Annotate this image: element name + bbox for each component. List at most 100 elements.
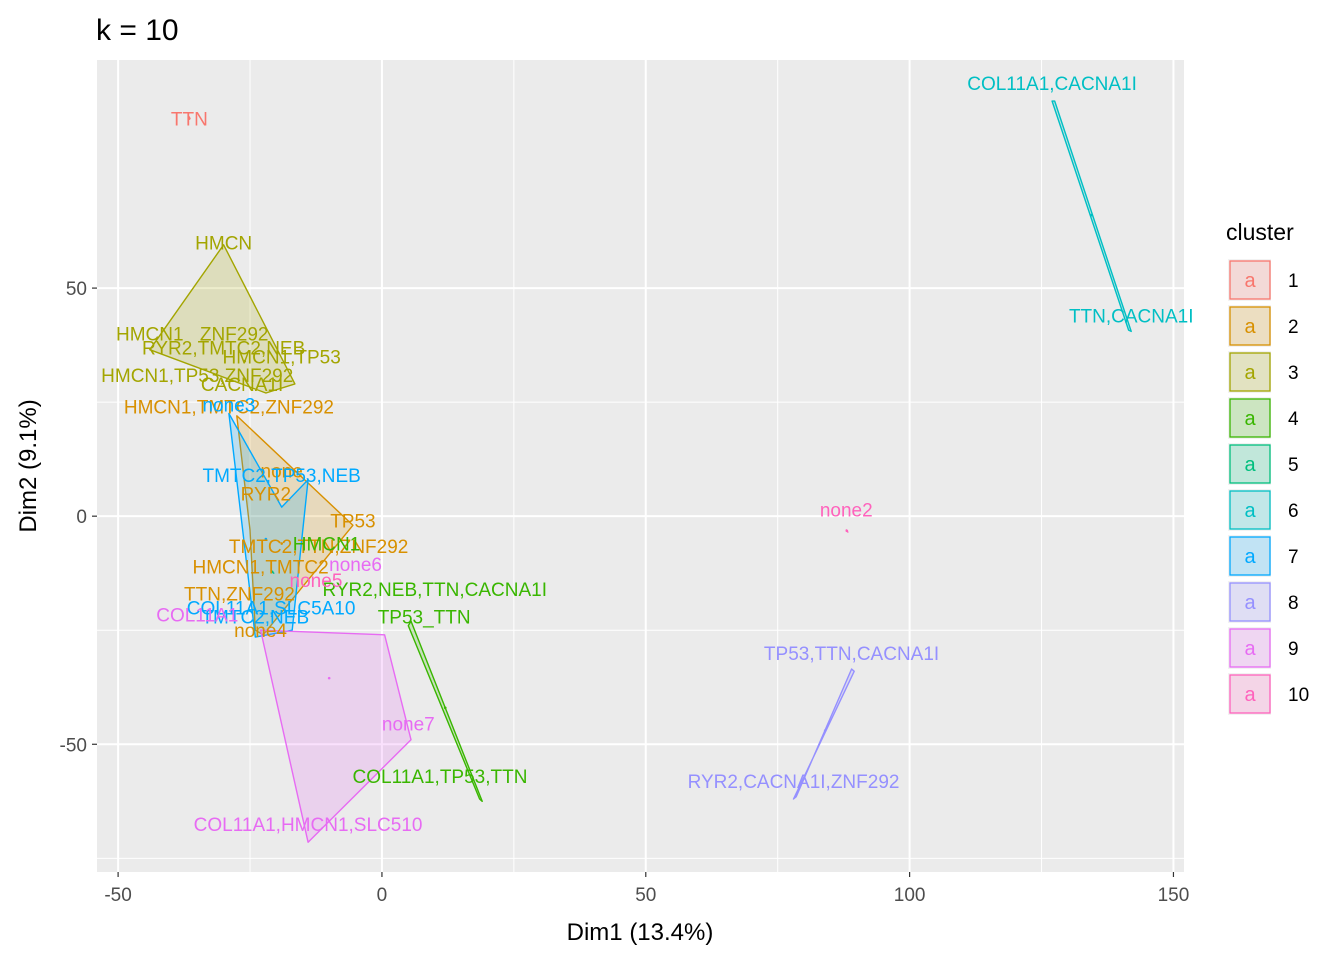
cluster-centroid-2 — [280, 542, 283, 545]
y-axis: -50 0 50 — [60, 279, 97, 756]
legend-label: 9 — [1288, 639, 1299, 660]
legend-key-bg — [1228, 351, 1271, 393]
cluster-centroid-10 — [845, 529, 849, 533]
x-tick-label: 150 — [1158, 885, 1190, 906]
cluster-centroid-3 — [243, 359, 247, 363]
cluster-centroid-5 — [270, 570, 274, 574]
point-label: none7 — [382, 715, 435, 736]
legend-label: 7 — [1288, 547, 1299, 568]
point-label: RYR2,TMTC2,NEB — [142, 338, 305, 359]
y-tick-label: -50 — [60, 735, 87, 756]
legend-key-glyph: a — [1244, 408, 1256, 430]
legend-key-glyph: a — [1244, 638, 1256, 660]
cluster-centroid-1 — [188, 117, 191, 120]
x-axis: -50 0 50 100 150 — [104, 872, 1189, 906]
cluster-hull-7 — [228, 412, 309, 638]
legend-key-glyph: a — [1244, 546, 1256, 568]
cluster-centroid-4 — [443, 706, 447, 710]
point-label: RYR2,CACNA1I,ZNF292 — [688, 772, 900, 793]
legend-key-swatch — [1229, 490, 1271, 530]
cluster-centroid-7 — [264, 537, 268, 541]
legend-label: 5 — [1288, 455, 1299, 476]
point-label: TTN,CACNA1I — [1069, 306, 1194, 327]
point-label: RYR2,NEB,TTN,CACNA1I — [322, 580, 547, 601]
legend-key-glyph: a — [1244, 592, 1256, 614]
legend-key-swatch — [1229, 260, 1271, 300]
point-label: TTN — [171, 109, 208, 130]
legend-key-swatch — [1229, 352, 1271, 392]
plot-panel — [97, 60, 1184, 872]
legend-key-bg — [1228, 581, 1271, 623]
legend-key-swatch — [1229, 536, 1271, 576]
point-label: none5 — [290, 571, 343, 592]
point-label: TMTC2,TP53,NEB — [202, 466, 360, 487]
point-label: HMCN1 — [116, 325, 184, 346]
y-axis-title: Dim2 (9.1%) — [15, 399, 42, 532]
legend-key-bg — [1228, 259, 1271, 301]
legend-title: cluster — [1226, 219, 1294, 245]
point-label: RYR2 — [241, 484, 291, 505]
cluster-centroid-9 — [327, 676, 331, 680]
point-label: HMCN1,TMTC2,ZNF292 — [124, 398, 334, 419]
y-tick-label: 50 — [66, 279, 87, 300]
point-label: HMCN1,TMTC2 — [192, 557, 328, 578]
legend-label: 10 — [1288, 685, 1309, 706]
point-label: ZNF292 — [200, 325, 269, 346]
legend-label: 8 — [1288, 593, 1299, 614]
legend-key-glyph: a — [1244, 500, 1256, 522]
point-label: COL11A1,TP53,TTN — [353, 767, 528, 788]
x-tick-label: -50 — [104, 885, 131, 906]
point-label: none2 — [820, 500, 873, 521]
point-label: TMTC2,TTN,ZNF292 — [229, 537, 408, 558]
chart-title: k = 10 — [96, 14, 179, 47]
point-label: COL11A1,HMCN1,SLC510 — [194, 815, 423, 836]
point-label: TP53 — [330, 512, 375, 533]
cluster-centroid-8 — [823, 729, 827, 732]
legend-key-bg — [1228, 627, 1271, 669]
legend-key-swatch — [1229, 398, 1271, 438]
y-tick-label: 0 — [76, 507, 87, 528]
legend-key-bg — [1228, 489, 1271, 531]
point-label: COL11A1 — [156, 605, 238, 626]
x-axis-title: Dim1 (13.4%) — [567, 919, 714, 946]
legend-key-swatch — [1229, 628, 1271, 668]
cluster-hull-3 — [149, 244, 296, 394]
legend-key-swatch — [1229, 306, 1271, 346]
point-label: HMCN1 — [293, 535, 361, 556]
legend-label: 4 — [1288, 409, 1299, 430]
cluster-centroids — [188, 117, 1093, 732]
legend-label: 3 — [1288, 363, 1299, 384]
grid-major — [97, 60, 1184, 872]
point-label: COL11A1,SLC5A10 — [187, 598, 356, 619]
x-tick-label: 0 — [377, 885, 388, 906]
point-label: none6 — [329, 555, 382, 576]
legend-key-glyph: a — [1244, 362, 1256, 384]
point-label: TP53,TTN,CACNA1I — [764, 644, 939, 665]
legend-key-glyph: a — [1244, 454, 1256, 476]
legend-key-swatch — [1229, 674, 1271, 714]
legend-key-bg — [1228, 397, 1271, 439]
x-tick-label: 50 — [635, 885, 656, 906]
legend-label: 6 — [1288, 501, 1299, 522]
point-label: CACNA1I — [201, 375, 283, 396]
cluster-centroid-6 — [1090, 213, 1093, 217]
point-label: TMTC2,NEB — [201, 608, 309, 629]
legend-key-bg — [1228, 443, 1271, 485]
legend-key-glyph: a — [1244, 270, 1256, 292]
legend: cluster a 1a 2a 3a 4a 5a 6a 7a 8a 9a 10 — [1226, 219, 1309, 715]
point-label: TTN,ZNF292 — [184, 585, 295, 606]
legend-item-10: a 10 — [1228, 673, 1309, 715]
legend-label: 2 — [1288, 317, 1299, 338]
legend-key-bg — [1228, 535, 1271, 577]
cluster-hull-2 — [236, 415, 354, 636]
